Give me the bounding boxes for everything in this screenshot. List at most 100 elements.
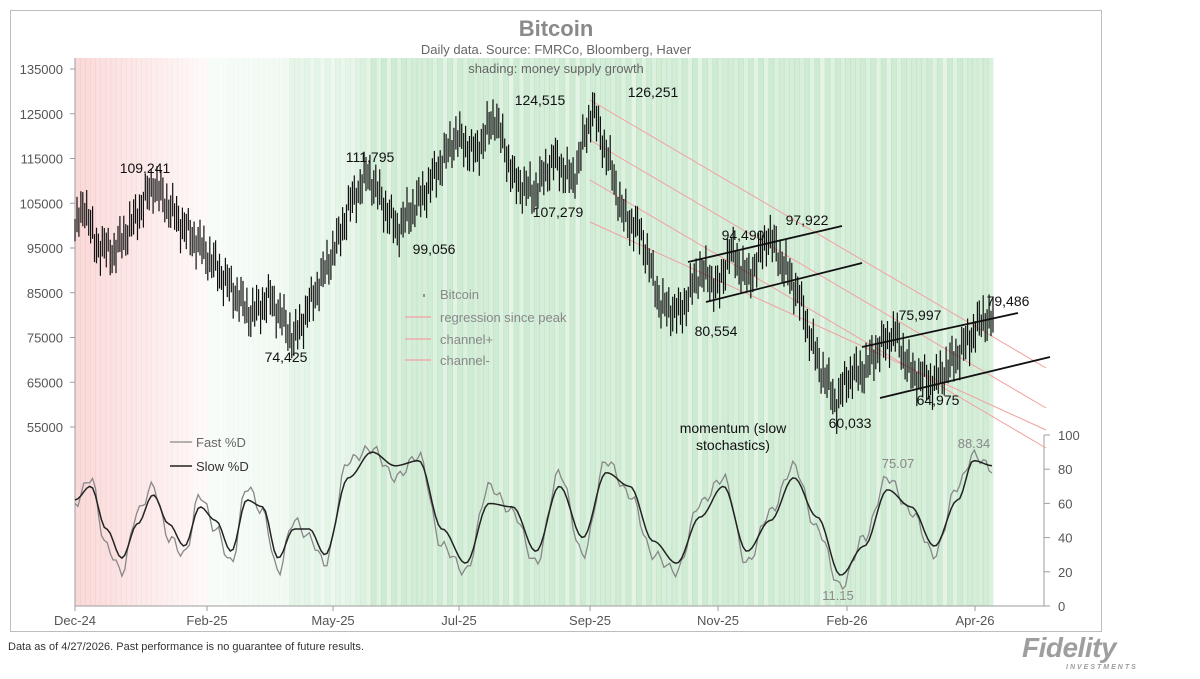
shade-band bbox=[381, 58, 387, 606]
disclaimer: Data as of 4/27/2026. Past performance i… bbox=[8, 641, 364, 653]
shade-band bbox=[513, 58, 520, 606]
shade-band bbox=[432, 58, 438, 606]
shade-band bbox=[942, 58, 948, 606]
shade-band bbox=[911, 58, 917, 606]
shade-band bbox=[671, 58, 678, 606]
trend-channel-line bbox=[879, 356, 1051, 399]
shade-band bbox=[569, 58, 576, 606]
shade-band bbox=[146, 58, 152, 606]
money-supply-shading bbox=[75, 58, 994, 606]
shade-band bbox=[590, 58, 596, 606]
shade-band bbox=[197, 58, 203, 606]
fast-d-line bbox=[74, 444, 993, 591]
momentum-annotation: 11.15 bbox=[822, 588, 854, 603]
shade-band bbox=[554, 58, 560, 606]
bitcoin-price-bars bbox=[74, 92, 994, 434]
shade-band bbox=[901, 58, 907, 606]
shade-band bbox=[493, 58, 499, 606]
shade-band bbox=[681, 58, 688, 606]
shade-band bbox=[375, 58, 382, 606]
shade-band bbox=[207, 58, 214, 606]
shade-band bbox=[335, 58, 341, 606]
price-annotation: 126,251 bbox=[628, 84, 679, 100]
shade-band bbox=[467, 58, 474, 606]
shade-band bbox=[758, 58, 764, 606]
shade-band bbox=[324, 58, 331, 606]
shade-band bbox=[182, 58, 188, 606]
shade-band bbox=[396, 58, 402, 606]
shade-band bbox=[416, 58, 423, 606]
shade-band bbox=[263, 58, 270, 606]
shade-band bbox=[330, 58, 336, 606]
shade-band bbox=[539, 58, 545, 606]
shade-band bbox=[967, 58, 974, 606]
shade-band bbox=[834, 58, 841, 606]
shade-band bbox=[814, 58, 821, 606]
shade-band bbox=[646, 58, 652, 606]
shade-band bbox=[712, 58, 719, 606]
shade-band bbox=[676, 58, 683, 606]
shading-note: shading: money supply growth bbox=[468, 61, 644, 76]
shade-band bbox=[192, 58, 198, 606]
shade-band bbox=[340, 58, 346, 606]
shade-band bbox=[126, 58, 132, 606]
x-tick-label: Nov-25 bbox=[697, 613, 739, 628]
shade-band bbox=[957, 58, 963, 606]
shade-band bbox=[748, 58, 754, 606]
shade-band bbox=[462, 58, 469, 606]
shade-band bbox=[865, 58, 872, 606]
legend-label-fast: Fast %D bbox=[196, 435, 246, 450]
shade-band bbox=[360, 58, 367, 606]
trend-channel-line bbox=[861, 312, 1019, 348]
shade-band bbox=[258, 58, 265, 606]
shade-band bbox=[789, 58, 795, 606]
trend-channel-line bbox=[687, 225, 843, 263]
shade-band bbox=[625, 58, 632, 606]
shade-band bbox=[105, 58, 112, 606]
shade-band bbox=[727, 58, 734, 606]
shade-band bbox=[411, 58, 418, 606]
price-tick-label: 95000 bbox=[27, 241, 63, 256]
price-tick-label: 85000 bbox=[27, 286, 63, 301]
shade-band bbox=[585, 58, 591, 606]
momentum-tick-label: 40 bbox=[1058, 531, 1072, 546]
shade-band bbox=[284, 58, 290, 606]
shade-band bbox=[692, 58, 698, 606]
momentum-tick-label: 0 bbox=[1058, 599, 1065, 614]
shade-band bbox=[166, 58, 173, 606]
shade-band bbox=[120, 58, 127, 606]
shade-band bbox=[947, 58, 953, 606]
shade-band bbox=[401, 58, 407, 606]
shade-band bbox=[610, 58, 617, 606]
legend-label: channel+ bbox=[440, 332, 493, 347]
legend-label: Bitcoin bbox=[440, 287, 479, 302]
shade-band bbox=[141, 58, 147, 606]
price-tick-label: 65000 bbox=[27, 375, 63, 390]
price-annotation: 79,486 bbox=[987, 293, 1030, 309]
shade-band bbox=[666, 58, 673, 606]
price-legend: Bitcoin regression since peak channel+ chan… bbox=[405, 287, 567, 368]
chart-title: Bitcoin bbox=[519, 16, 594, 41]
momentum-title-line: momentum (slow bbox=[680, 420, 787, 436]
shade-band bbox=[885, 58, 892, 606]
shade-band bbox=[426, 58, 433, 606]
shade-band bbox=[268, 58, 275, 606]
shade-band bbox=[498, 58, 504, 606]
price-annotation: 124,515 bbox=[515, 92, 566, 108]
trend-channel-line bbox=[705, 262, 863, 303]
shade-band bbox=[952, 58, 958, 606]
shade-band bbox=[620, 58, 627, 606]
shade-band bbox=[564, 58, 571, 606]
shade-band bbox=[442, 58, 448, 606]
shade-band bbox=[171, 58, 178, 606]
shade-band bbox=[472, 58, 479, 606]
shade-band bbox=[503, 58, 509, 606]
shade-band bbox=[977, 58, 984, 606]
shade-band bbox=[345, 58, 351, 606]
shade-band bbox=[799, 58, 805, 606]
shade-band bbox=[656, 58, 662, 606]
shade-band bbox=[559, 58, 566, 606]
legend-label: regression since peak bbox=[440, 310, 567, 325]
x-tick-label: Sep-25 bbox=[569, 613, 611, 628]
